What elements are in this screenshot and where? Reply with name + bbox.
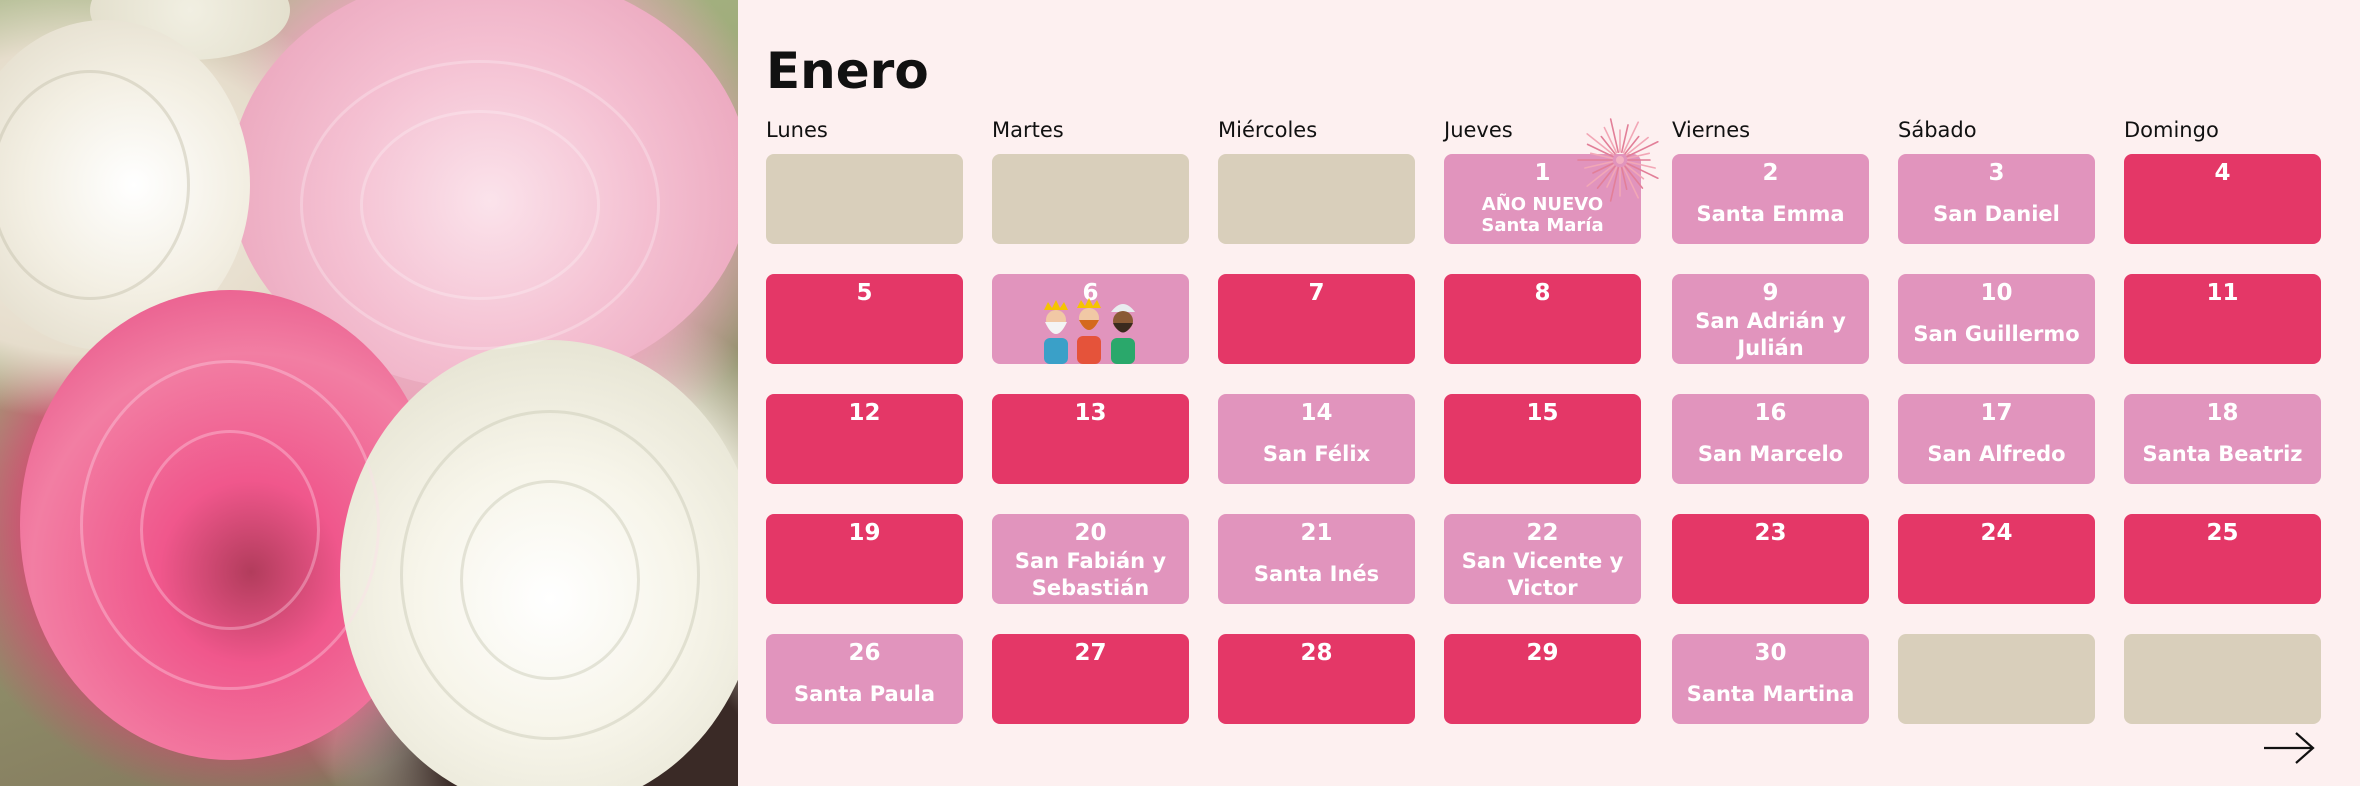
weekday-viernes: Viernes	[1672, 118, 1751, 142]
weekday-jueves: Jueves	[1444, 118, 1513, 142]
calendar-day-cell: 29	[1444, 634, 1641, 724]
day-number: 12	[848, 400, 881, 426]
day-number: 28	[1300, 640, 1333, 666]
calendar-day-cell: 28	[1218, 634, 1415, 724]
day-number: 2	[1762, 160, 1779, 186]
day-number: 27	[1074, 640, 1107, 666]
calendar-day-cell: 8	[1444, 274, 1641, 364]
calendar-day-cell: 15	[1444, 394, 1641, 484]
day-number: 19	[848, 520, 881, 546]
arrow-right-icon[interactable]	[2262, 728, 2316, 768]
saint-name: San Marcelo	[1697, 442, 1844, 467]
day-number: 7	[1308, 280, 1325, 306]
flower-photo	[0, 0, 738, 786]
day-number: 4	[2214, 160, 2231, 186]
calendar-day-cell: 10 San Guillermo	[1898, 274, 2095, 364]
three-kings-icon	[1044, 298, 1135, 364]
saint-name: Santa Beatriz	[2142, 442, 2303, 467]
calendar-empty-cell	[766, 154, 963, 244]
calendar-day-cell: 26 Santa Paula	[766, 634, 963, 724]
calendar-day-cell: 12	[766, 394, 963, 484]
saint-name: Santa Paula	[793, 682, 936, 707]
saint-name: Santa Martina	[1686, 682, 1855, 707]
day-number: 10	[1980, 280, 2013, 306]
month-title: Enero	[766, 42, 929, 100]
saint-name: San Félix	[1262, 442, 1371, 467]
saint-name: San Alfredo	[1927, 442, 2066, 467]
calendar-day-cell: 2 Santa Emma	[1672, 154, 1869, 244]
calendar-day-cell: 19	[766, 514, 963, 604]
weekday-miercoles: Miércoles	[1218, 118, 1318, 142]
day-number: 8	[1534, 280, 1551, 306]
calendar-empty-cell	[1218, 154, 1415, 244]
day-number: 9	[1762, 280, 1779, 306]
calendar-day-cell: 20 San Fabián y Sebastián	[992, 514, 1189, 604]
calendar-day-cell: 14 San Félix	[1218, 394, 1415, 484]
saint-name: San Guillermo	[1913, 322, 2080, 347]
saint-name-secondary: Santa María	[1481, 215, 1604, 236]
day-number: 24	[1980, 520, 2013, 546]
day-number: 15	[1526, 400, 1559, 426]
day-number: 29	[1526, 640, 1559, 666]
day-number: 23	[1754, 520, 1787, 546]
day-number: 1	[1534, 160, 1551, 186]
day-number: 13	[1074, 400, 1107, 426]
saint-name: San Vicente y Victor	[1461, 548, 1624, 600]
calendar-day-cell: 23	[1672, 514, 1869, 604]
day-number: 21	[1300, 520, 1333, 546]
holiday-name: AÑO NUEVO	[1481, 194, 1604, 216]
day-number: 6	[1082, 280, 1099, 306]
calendar-day-cell: 7	[1218, 274, 1415, 364]
saint-name: Santa Emma	[1696, 202, 1845, 227]
day-number: 26	[848, 640, 881, 666]
calendar-day-cell: 13	[992, 394, 1189, 484]
calendar-day-cell: 27	[992, 634, 1189, 724]
calendar-day-cell: 24	[1898, 514, 2095, 604]
calendar-day-cell: 18 Santa Beatriz	[2124, 394, 2321, 484]
calendar-day-cell: 30 Santa Martina	[1672, 634, 1869, 724]
calendar-day-cell: 25	[2124, 514, 2321, 604]
day-number: 25	[2206, 520, 2239, 546]
day-number: 16	[1754, 400, 1787, 426]
calendar-day-cell: 21 Santa Inés	[1218, 514, 1415, 604]
day-number: 22	[1526, 520, 1559, 546]
day-number: 5	[856, 280, 873, 306]
saint-name: San Fabián y Sebastián	[1014, 548, 1167, 600]
day-number: 3	[1988, 160, 2005, 186]
calendar-day-cell: 17 San Alfredo	[1898, 394, 2095, 484]
calendar-day-cell: 9 San Adrián y Julián	[1672, 274, 1869, 364]
calendar-empty-cell	[992, 154, 1189, 244]
calendar-day-cell: 16 San Marcelo	[1672, 394, 1869, 484]
day-number: 11	[2206, 280, 2239, 306]
day-number: 20	[1074, 520, 1107, 546]
saint-name: Santa Inés	[1253, 562, 1380, 587]
fireworks-icon	[1577, 118, 1659, 202]
day-number: 17	[1980, 400, 2013, 426]
day-number: 30	[1754, 640, 1787, 666]
weekday-domingo: Domingo	[2124, 118, 2219, 142]
weekday-lunes: Lunes	[766, 118, 828, 142]
day-number: 14	[1300, 400, 1333, 426]
saint-name: San Adrián y Julián	[1695, 308, 1846, 360]
calendar-empty-cell	[2124, 634, 2321, 724]
saint-name: San Daniel	[1933, 202, 2060, 227]
calendar-day-cell: 11	[2124, 274, 2321, 364]
calendar-day-cell: 22 San Vicente y Victor	[1444, 514, 1641, 604]
weekday-sabado: Sábado	[1898, 118, 1977, 142]
calendar-day-cell: 5	[766, 274, 963, 364]
calendar-day-cell: 4	[2124, 154, 2321, 244]
day-number: 18	[2206, 400, 2239, 426]
calendar-day-cell: 3 San Daniel	[1898, 154, 2095, 244]
weekday-martes: Martes	[992, 118, 1064, 142]
calendar-empty-cell	[1898, 634, 2095, 724]
saint-name: AÑO NUEVO Santa María	[1448, 192, 1637, 240]
